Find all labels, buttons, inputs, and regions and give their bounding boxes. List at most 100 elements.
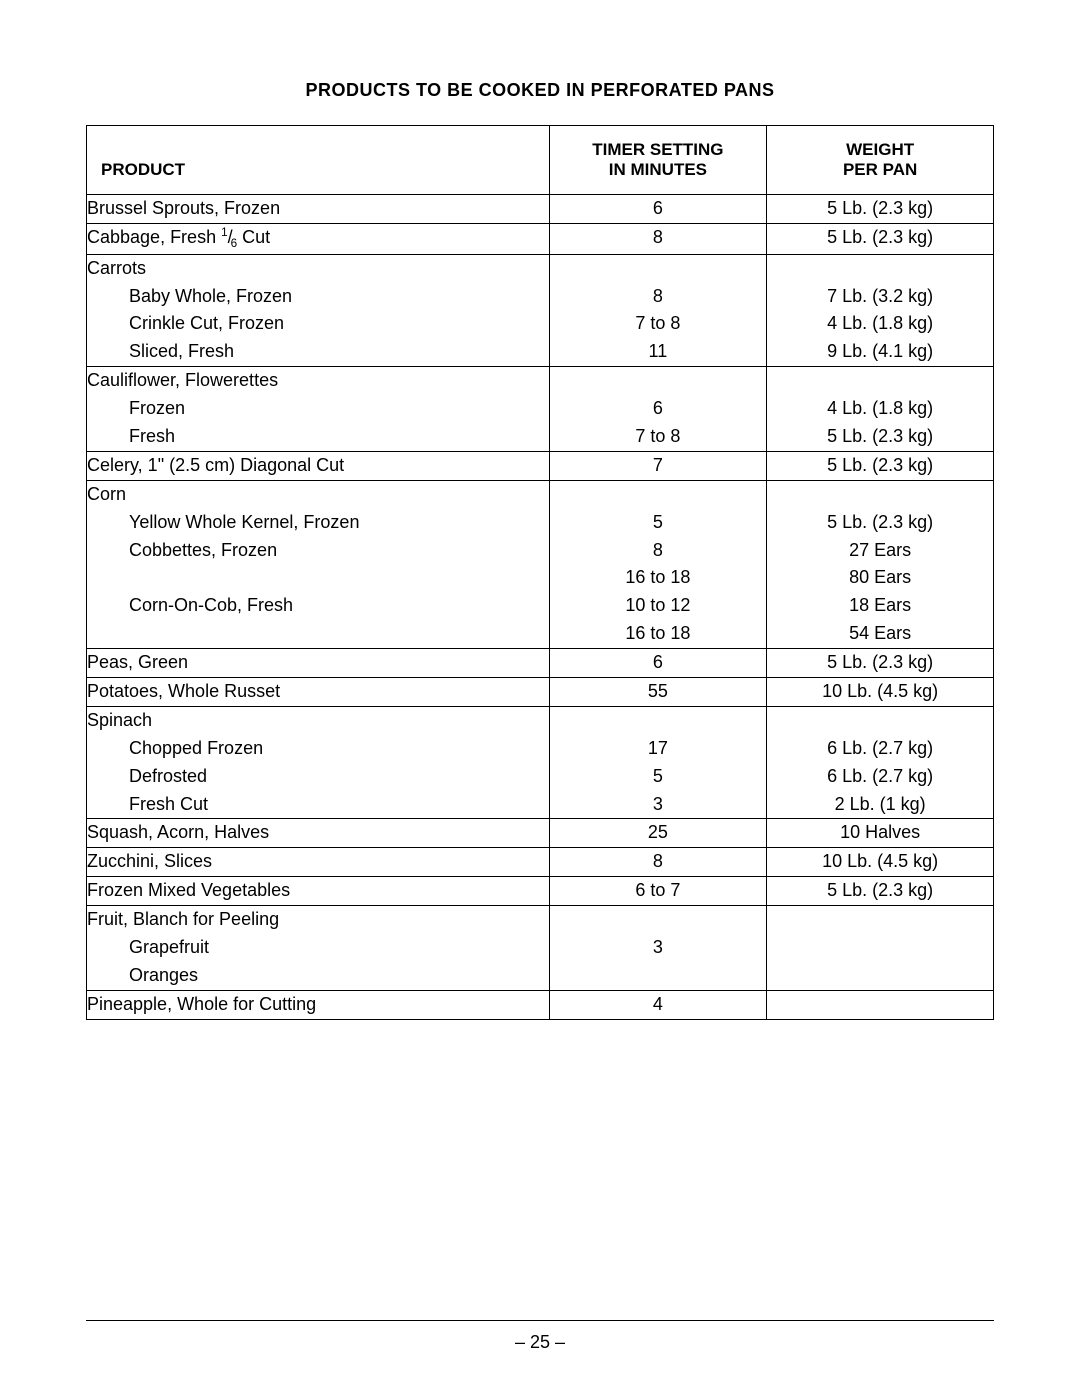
cell-weight-value: 10 Halves	[767, 819, 993, 847]
cell-timer-value: 6	[550, 195, 767, 223]
cell-weight-value: 18 Ears	[767, 592, 993, 620]
col-header-weight: WEIGHT PER PAN	[767, 126, 994, 195]
cell-product: Potatoes, Whole Russet	[87, 677, 550, 706]
cell-weight-blank	[767, 367, 993, 395]
product-sub-label	[87, 620, 549, 648]
cell-timer: 87 to 811	[549, 254, 767, 367]
table-row: Cabbage, Fresh 1/6 Cut85 Lb. (2.3 kg)	[87, 223, 994, 254]
cell-weight-value: 2 Lb. (1 kg)	[767, 791, 993, 819]
cell-weight: 6 Lb. (2.7 kg)6 Lb. (2.7 kg)2 Lb. (1 kg)	[767, 706, 994, 819]
product-sub-label: Corn-On-Cob, Fresh	[87, 592, 549, 620]
product-label: Squash, Acorn, Halves	[87, 819, 549, 847]
cell-product: Celery, 1" (2.5 cm) Diagonal Cut	[87, 451, 550, 480]
cell-weight-value: 54 Ears	[767, 620, 993, 648]
product-sub-label: Defrosted	[87, 763, 549, 791]
cell-weight: 5 Lb. (2.3 kg)	[767, 223, 994, 254]
cell-timer-value: 16 to 18	[550, 620, 767, 648]
product-sub-label: Crinkle Cut, Frozen	[87, 310, 549, 338]
cell-weight: 10 Lb. (4.5 kg)	[767, 677, 994, 706]
product-label: Zucchini, Slices	[87, 848, 549, 876]
cell-timer-value: 17	[550, 735, 767, 763]
cell-timer: 3	[549, 906, 767, 991]
product-sub-label: Yellow Whole Kernel, Frozen	[87, 509, 549, 537]
product-label: Corn	[87, 481, 549, 509]
page: PRODUCTS TO BE COOKED IN PERFORATED PANS…	[0, 0, 1080, 1397]
cell-product: Cauliflower, FlowerettesFrozenFresh	[87, 367, 550, 452]
cell-weight-value	[767, 991, 993, 1019]
table-row: Celery, 1" (2.5 cm) Diagonal Cut75 Lb. (…	[87, 451, 994, 480]
footer-rule	[86, 1320, 994, 1321]
cell-product: Squash, Acorn, Halves	[87, 819, 550, 848]
table-row: Potatoes, Whole Russet5510 Lb. (4.5 kg)	[87, 677, 994, 706]
cell-product: Fruit, Blanch for PeelingGrapefruitOrang…	[87, 906, 550, 991]
product-label: Carrots	[87, 255, 549, 283]
cell-weight: 7 Lb. (3.2 kg)4 Lb. (1.8 kg)9 Lb. (4.1 k…	[767, 254, 994, 367]
cell-weight-value: 27 Ears	[767, 537, 993, 565]
cell-weight-value: 5 Lb. (2.3 kg)	[767, 649, 993, 677]
cell-weight-value: 5 Lb. (2.3 kg)	[767, 224, 993, 252]
cell-timer: 4	[549, 990, 767, 1019]
cell-timer: 8	[549, 848, 767, 877]
product-sub-label: Baby Whole, Frozen	[87, 283, 549, 311]
cell-weight-value	[767, 962, 993, 990]
cell-timer-blank	[550, 367, 767, 395]
cell-timer-value: 3	[550, 934, 767, 962]
col-header-weight-line1: WEIGHT	[846, 140, 914, 159]
cooking-table: PRODUCT TIMER SETTING IN MINUTES WEIGHT …	[86, 125, 994, 1020]
cell-timer-value: 55	[550, 678, 767, 706]
table-row: Frozen Mixed Vegetables6 to 75 Lb. (2.3 …	[87, 877, 994, 906]
col-header-timer: TIMER SETTING IN MINUTES	[549, 126, 767, 195]
product-sub-label: Grapefruit	[87, 934, 549, 962]
table-header-row: PRODUCT TIMER SETTING IN MINUTES WEIGHT …	[87, 126, 994, 195]
cell-weight-value: 5 Lb. (2.3 kg)	[767, 423, 993, 451]
col-header-timer-line2: IN MINUTES	[609, 160, 707, 179]
col-header-product-label: PRODUCT	[101, 160, 185, 179]
table-row: CornYellow Whole Kernel, FrozenCobbettes…	[87, 480, 994, 648]
cell-product: Cabbage, Fresh 1/6 Cut	[87, 223, 550, 254]
table-row: Brussel Sprouts, Frozen65 Lb. (2.3 kg)	[87, 195, 994, 224]
table-row: Pineapple, Whole for Cutting4	[87, 990, 994, 1019]
product-label: Brussel Sprouts, Frozen	[87, 195, 549, 223]
cell-weight-value: 5 Lb. (2.3 kg)	[767, 877, 993, 905]
cell-weight-value: 4 Lb. (1.8 kg)	[767, 310, 993, 338]
cell-timer-value: 6 to 7	[550, 877, 767, 905]
cell-weight: 5 Lb. (2.3 kg)	[767, 649, 994, 678]
cell-timer-value: 3	[550, 791, 767, 819]
cell-timer-value: 7 to 8	[550, 423, 767, 451]
cell-weight-value: 6 Lb. (2.7 kg)	[767, 763, 993, 791]
cell-weight-value: 5 Lb. (2.3 kg)	[767, 452, 993, 480]
product-label: Frozen Mixed Vegetables	[87, 877, 549, 905]
cell-product: CornYellow Whole Kernel, FrozenCobbettes…	[87, 480, 550, 648]
product-sub-label: Fresh	[87, 423, 549, 451]
cell-weight-blank	[767, 255, 993, 283]
cell-timer-value: 7	[550, 452, 767, 480]
cell-timer: 55	[549, 677, 767, 706]
cell-timer: 6	[549, 195, 767, 224]
cell-product: SpinachChopped FrozenDefrostedFresh Cut	[87, 706, 550, 819]
col-header-weight-line2: PER PAN	[843, 160, 917, 179]
product-label: Pineapple, Whole for Cutting	[87, 991, 549, 1019]
cell-timer: 25	[549, 819, 767, 848]
cell-timer-value: 8	[550, 537, 767, 565]
cell-timer-value	[550, 962, 767, 990]
product-label: Peas, Green	[87, 649, 549, 677]
cell-weight-value: 10 Lb. (4.5 kg)	[767, 678, 993, 706]
table-body: Brussel Sprouts, Frozen65 Lb. (2.3 kg)Ca…	[87, 195, 994, 1020]
cell-product: Brussel Sprouts, Frozen	[87, 195, 550, 224]
cell-weight: 5 Lb. (2.3 kg)	[767, 877, 994, 906]
cell-product: CarrotsBaby Whole, FrozenCrinkle Cut, Fr…	[87, 254, 550, 367]
cell-weight: 10 Halves	[767, 819, 994, 848]
cell-weight-value: 9 Lb. (4.1 kg)	[767, 338, 993, 366]
table-row: Fruit, Blanch for PeelingGrapefruitOrang…	[87, 906, 994, 991]
table-row: Zucchini, Slices810 Lb. (4.5 kg)	[87, 848, 994, 877]
cell-timer-value: 8	[550, 283, 767, 311]
cell-weight-value: 7 Lb. (3.2 kg)	[767, 283, 993, 311]
col-header-timer-line1: TIMER SETTING	[592, 140, 723, 159]
cell-weight-value	[767, 934, 993, 962]
product-sub-label: Chopped Frozen	[87, 735, 549, 763]
cell-timer: 5816 to 1810 to 1216 to 18	[549, 480, 767, 648]
product-label: Potatoes, Whole Russet	[87, 678, 549, 706]
cell-product: Peas, Green	[87, 649, 550, 678]
product-sub-label: Sliced, Fresh	[87, 338, 549, 366]
cell-timer-value: 6	[550, 395, 767, 423]
